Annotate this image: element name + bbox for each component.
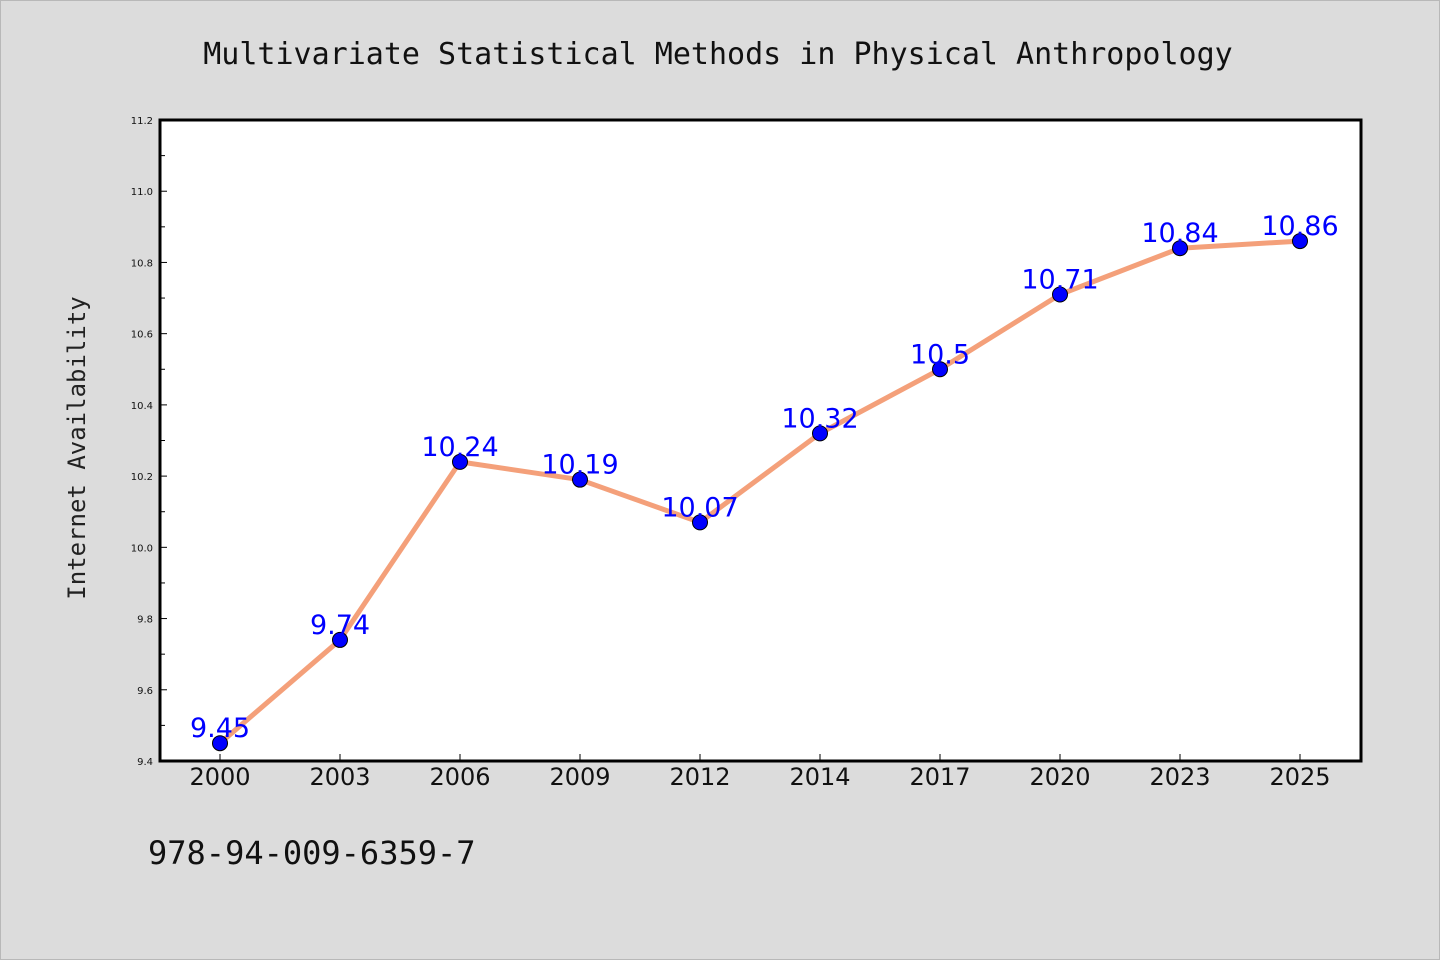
- data-label: 9.45: [190, 713, 250, 744]
- x-tick-label: 2009: [549, 763, 610, 791]
- data-point: [932, 361, 948, 378]
- series-line: [217, 238, 1303, 746]
- data-point: [572, 471, 588, 488]
- data-label: 10.5: [910, 339, 970, 370]
- data-point: [452, 453, 468, 470]
- x-tick-label: 2012: [669, 763, 730, 791]
- data-point: [692, 514, 708, 531]
- data-point: [1292, 233, 1308, 250]
- data-label: 10.07: [661, 492, 738, 523]
- y-axis-label: Internet Availability: [63, 296, 91, 599]
- data-point: [1052, 286, 1068, 303]
- y-tick-label: 11.2: [131, 116, 153, 127]
- y-tick-label: 10.4: [131, 401, 153, 412]
- y-tick-label: 9.8: [137, 615, 153, 626]
- data-label: 10.19: [541, 450, 618, 481]
- x-tick-label: 2017: [909, 763, 970, 791]
- series-layer: 9.45 9.74 10.24 10.19 10.07 10.32 10.5 10.71 10.…: [190, 211, 1339, 752]
- y-axis: 9.4 9.6 9.8 10.0 10.2 10.4 10.6 10.8 11.0 11.2: [131, 116, 167, 768]
- data-label: 10.84: [1141, 218, 1218, 249]
- data-label: 10.86: [1261, 211, 1338, 242]
- x-tick-label: 2023: [1149, 763, 1210, 791]
- y-tick-label: 9.4: [137, 757, 153, 768]
- plot-area: [158, 118, 1363, 763]
- y-tick-label: 10.0: [131, 543, 153, 554]
- x-tick-label: 2020: [1029, 763, 1090, 791]
- y-tick-label: 10.2: [131, 472, 153, 483]
- y-tick-label: 9.6: [137, 686, 153, 697]
- x-tick-label: 2003: [309, 763, 370, 791]
- x-tick-label: 2006: [429, 763, 490, 791]
- y-tick-label: 11.0: [131, 187, 153, 198]
- data-label: 9.74: [310, 610, 370, 641]
- y-tick-label: 10.6: [131, 330, 153, 341]
- data-point: [812, 425, 828, 442]
- data-point: [332, 631, 348, 648]
- isbn-text: 978-94-009-6359-7: [148, 834, 476, 872]
- chart-title: Multivariate Statistical Methods in Phys…: [203, 37, 1233, 72]
- x-tick-label: 2025: [1269, 763, 1330, 791]
- y-tick-label: 10.8: [131, 258, 153, 269]
- x-tick-label: 2000: [189, 763, 250, 791]
- x-tick-label: 2014: [789, 763, 850, 791]
- data-label: 10.32: [781, 403, 858, 434]
- data-label: 10.71: [1021, 264, 1098, 295]
- x-axis: 2000 2003 2006 2009 2012 2014 2017 2020 2023 2025: [189, 754, 1331, 791]
- data-label: 10.24: [421, 432, 498, 463]
- data-point: [212, 735, 228, 752]
- data-point: [1172, 240, 1188, 257]
